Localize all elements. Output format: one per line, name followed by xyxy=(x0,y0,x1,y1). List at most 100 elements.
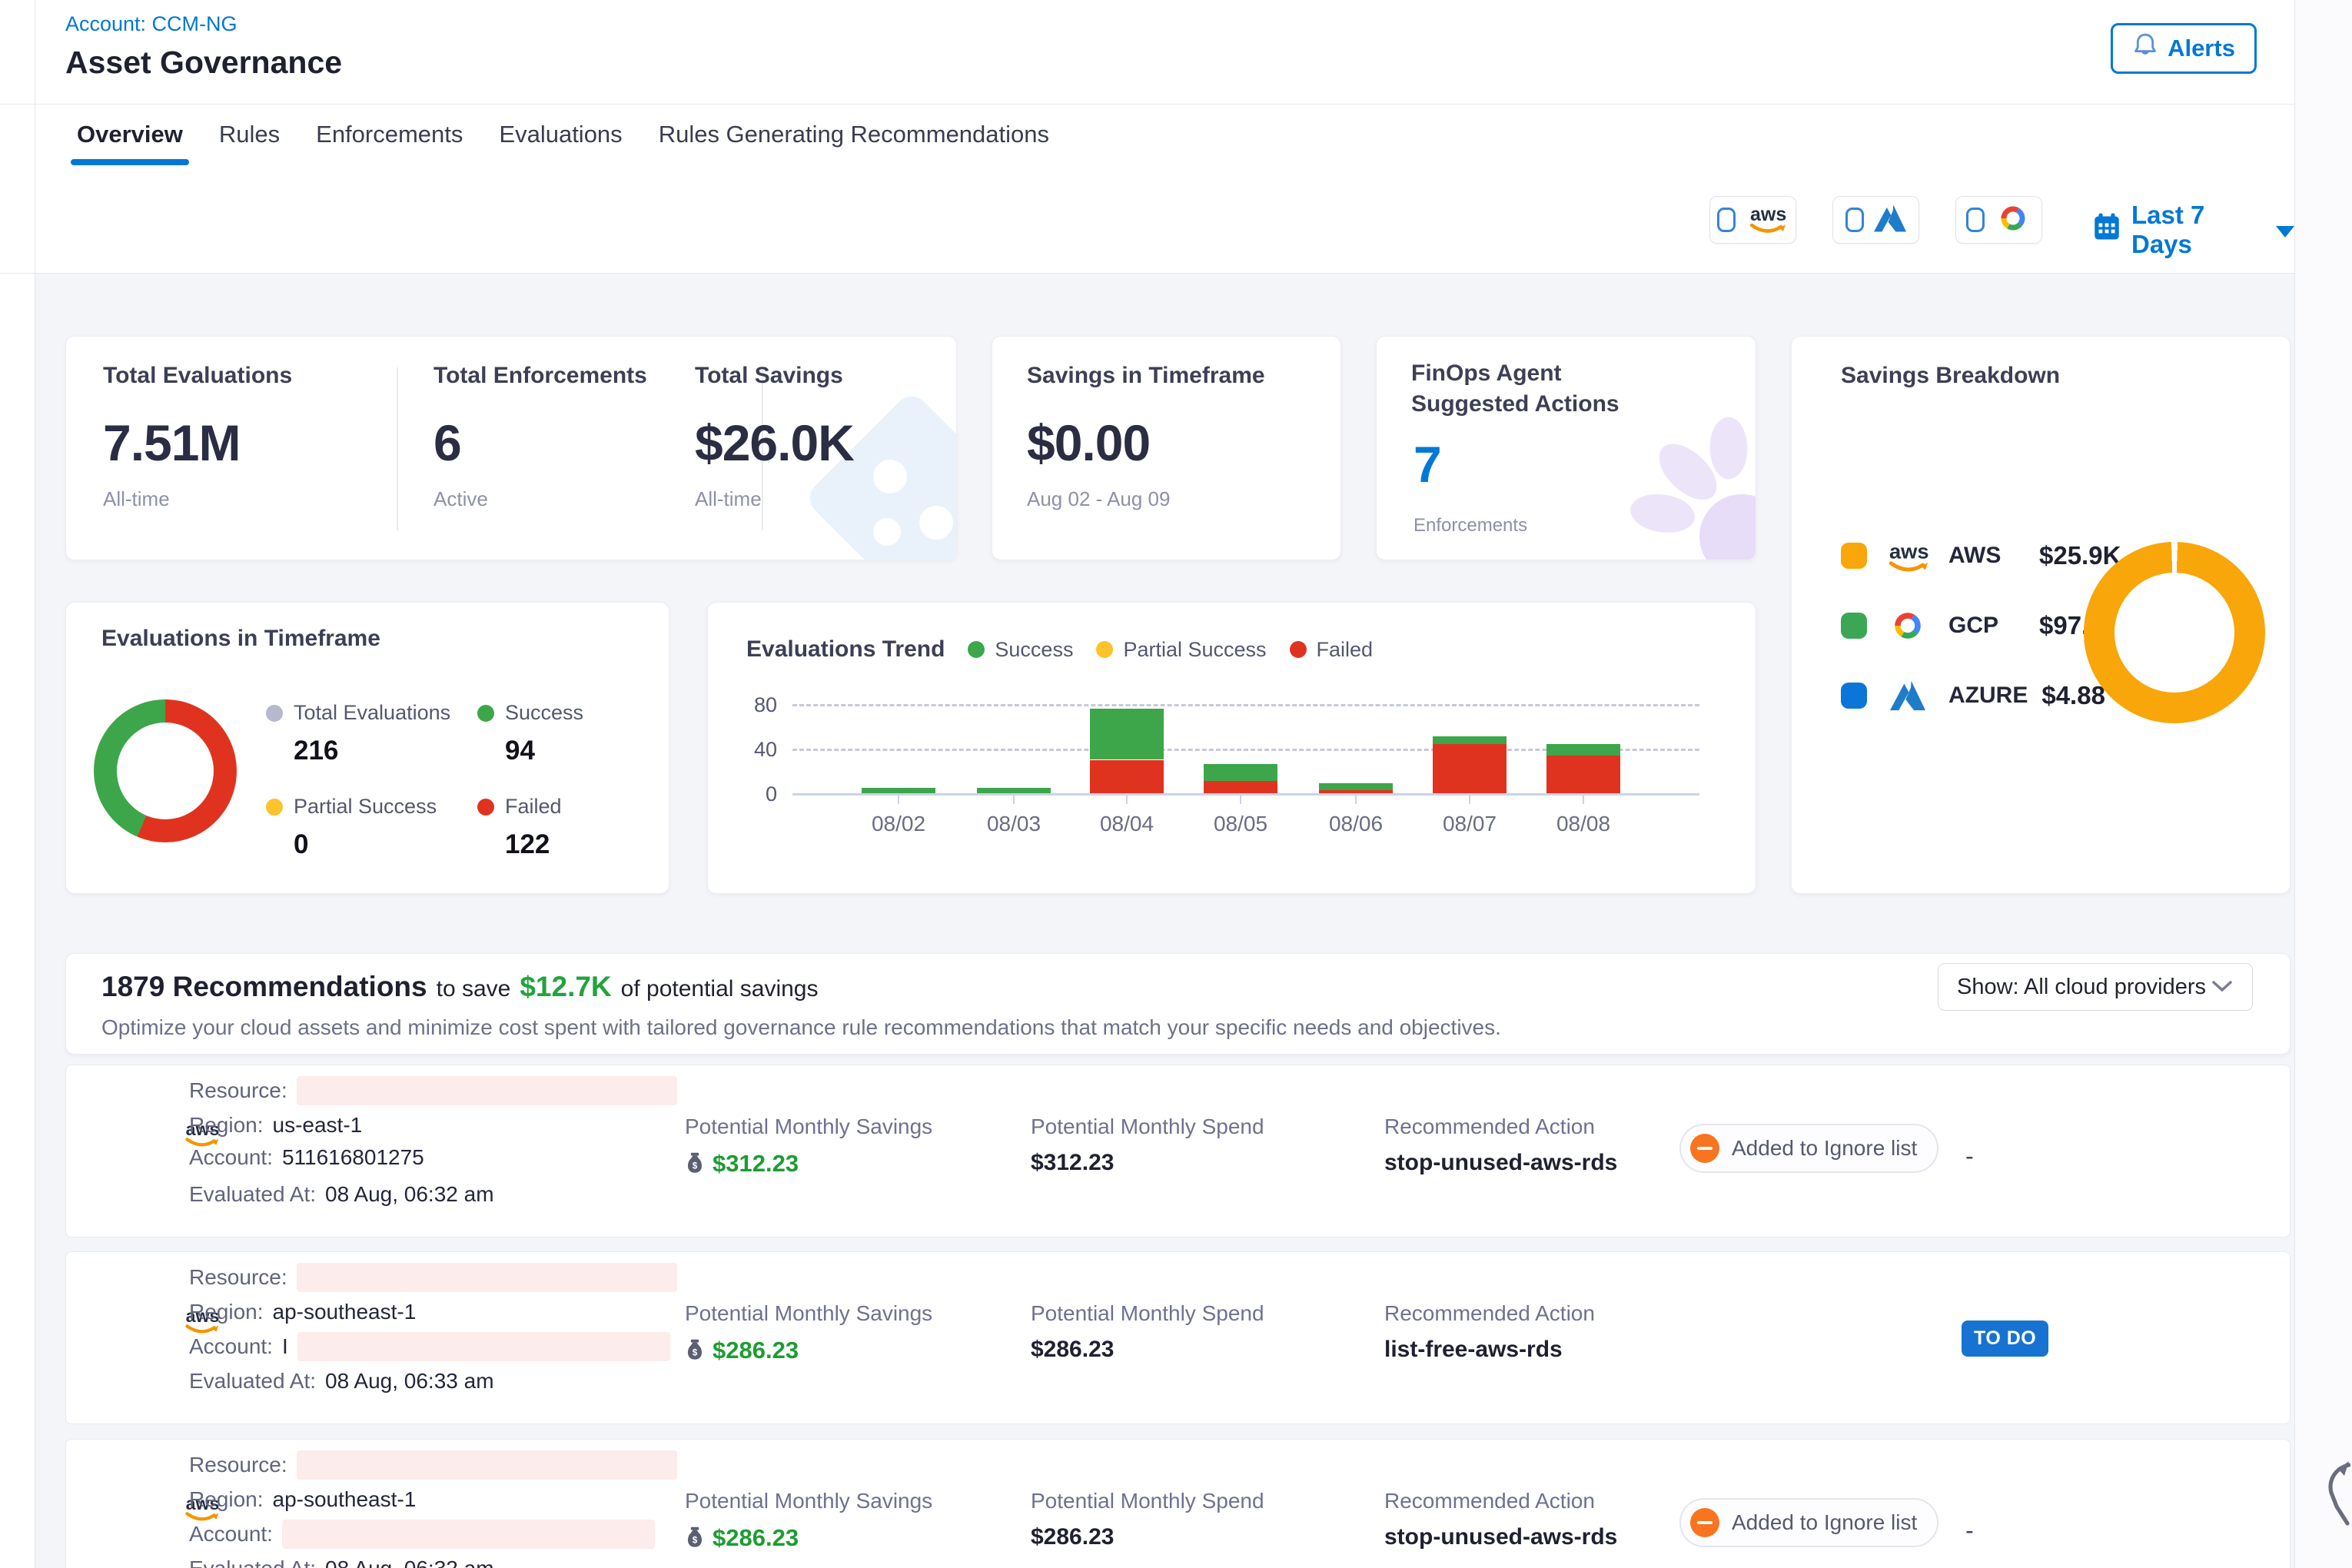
x-label-08/04: 08/04 xyxy=(1073,812,1181,836)
x-label-08/02: 08/02 xyxy=(845,812,952,836)
breakdown-legend-aws: aws AWS $25.9K xyxy=(1841,533,2121,579)
ytick-40: 40 xyxy=(731,738,777,762)
tab-rules[interactable]: Rules xyxy=(219,105,280,165)
total-evaluations-title: Total Evaluations xyxy=(103,363,292,389)
resource-field: Resource: xyxy=(189,1076,677,1105)
account-field: Account:511616801275 xyxy=(189,1145,424,1170)
potential-monthly-savings-header: Potential Monthly Savings xyxy=(685,1301,932,1326)
aws-checkbox[interactable] xyxy=(1717,208,1736,232)
date-range-picker[interactable]: Last 7 Days xyxy=(2093,201,2294,259)
potential-monthly-savings-value: $$286.23 xyxy=(685,1524,799,1552)
mouse-cursor xyxy=(2312,1459,2350,1533)
x-tick xyxy=(1126,793,1128,804)
evaluated-at-field: Evaluated At:08 Aug, 06:32 am xyxy=(189,1182,494,1207)
caret-down-icon xyxy=(2276,226,2294,238)
finops-agent-value: 7 xyxy=(1414,435,1442,493)
recommended-action-value: list-free-aws-rds xyxy=(1384,1337,1563,1363)
potential-monthly-spend-header: Potential Monthly Spend xyxy=(1031,1489,1264,1513)
x-label-08/07: 08/07 xyxy=(1416,812,1523,836)
partial-success-dot xyxy=(266,799,283,816)
success-bar-08/07 xyxy=(1433,736,1507,744)
provider-filters: aws xyxy=(1709,196,2042,244)
recommendation-row-2[interactable]: awsResource:Region:ap-southeast-1Account… xyxy=(65,1251,2291,1424)
potential-monthly-savings-value: $$286.23 xyxy=(685,1337,799,1364)
tab-evaluations[interactable]: Evaluations xyxy=(499,105,622,165)
evaluated-at-field: Evaluated At:08 Aug, 06:32 am xyxy=(189,1556,494,1568)
todo-badge[interactable]: TO DO xyxy=(1962,1321,2048,1357)
potential-monthly-savings-value: $$312.23 xyxy=(685,1150,799,1178)
provider-filter-azure[interactable] xyxy=(1832,196,1919,244)
divider xyxy=(397,367,398,530)
evaluations-in-timeframe-title: Evaluations in Timeframe xyxy=(101,626,380,652)
x-axis xyxy=(792,793,1699,796)
legend-total-evaluations: Total Evaluations 216 xyxy=(266,701,466,766)
svg-text:$: $ xyxy=(693,1536,698,1546)
evaluations-trend-card: Evaluations Trend Success Partial Succes… xyxy=(707,602,1756,894)
region-field: Region:ap-southeast-1 xyxy=(189,1300,416,1324)
provider-filter-gcp[interactable] xyxy=(1955,196,2042,244)
provider-filter-aws[interactable]: aws xyxy=(1709,196,1796,244)
savings-breakdown-card: Savings Breakdown aws AWS $25.9K GCP $97… xyxy=(1791,336,2291,894)
alerts-button[interactable]: Alerts xyxy=(2111,23,2257,74)
aws-logo-icon: aws xyxy=(1881,537,1935,574)
filter-bar: aws Last 7 Days xyxy=(0,165,2294,274)
potential-monthly-spend-value: $286.23 xyxy=(1031,1524,1114,1550)
svg-text:aws: aws xyxy=(1889,539,1929,563)
savings-in-timeframe-caption: Aug 02 - Aug 09 xyxy=(1027,487,1170,511)
gcp-logo-icon xyxy=(1881,609,1935,643)
total-evaluations-dot xyxy=(266,705,283,722)
bell-icon xyxy=(2132,32,2158,65)
added-to-ignore-list-pill[interactable]: Added to Ignore list xyxy=(1679,1124,1938,1173)
account-field: Account:I xyxy=(189,1332,670,1361)
failed-bar-08/04 xyxy=(1090,760,1164,794)
region-field: Region:ap-southeast-1 xyxy=(189,1487,416,1512)
resource-field-redacted xyxy=(297,1076,677,1105)
recommendations-heading: 1879 Recommendations to save $12.7K of p… xyxy=(101,971,819,1003)
recommendation-row-1[interactable]: awsResource:Region:us-east-1Account:5116… xyxy=(65,1065,2291,1237)
recommended-action-header: Recommended Action xyxy=(1384,1489,1595,1513)
finops-agent-title: FinOps Agent Suggested Actions xyxy=(1411,358,1673,420)
tab-overview[interactable]: Overview xyxy=(77,105,183,165)
savings-breakdown-title: Savings Breakdown xyxy=(1841,363,2060,389)
scrollbar-gutter[interactable] xyxy=(2295,0,2352,1568)
svg-text:$: $ xyxy=(693,1161,698,1171)
svg-text:aws: aws xyxy=(1750,204,1786,225)
asset-governance-dashboard: Account: CCM-NG Asset Governance Alerts … xyxy=(0,0,2352,1568)
x-tick xyxy=(1240,793,1241,804)
potential-monthly-spend-value: $312.23 xyxy=(1031,1150,1114,1176)
legend-success: Success 94 xyxy=(477,701,669,766)
account-breadcrumb[interactable]: Account: CCM-NG xyxy=(65,12,238,36)
recommendation-row-3[interactable]: awsResource:Region:ap-southeast-1Account… xyxy=(65,1439,2291,1568)
azure-checkbox[interactable] xyxy=(1845,208,1864,232)
chevron-down-icon xyxy=(2211,975,2234,1000)
show-cloud-providers-dropdown[interactable]: Show: All cloud providers xyxy=(1938,963,2253,1011)
savings-in-timeframe-card: Savings in Timeframe $0.00 Aug 02 - Aug … xyxy=(992,336,1341,560)
evaluations-donut-chart xyxy=(94,699,237,842)
account-field-redacted xyxy=(297,1332,670,1361)
aws-label: AWS xyxy=(1948,543,2025,569)
savings-breakdown-donut-chart xyxy=(2084,542,2265,723)
resource-field: Resource: xyxy=(189,1263,677,1292)
gcp-logo-icon xyxy=(1995,203,2031,238)
gcp-checkbox[interactable] xyxy=(1966,208,1985,232)
x-tick xyxy=(1583,793,1584,804)
breakdown-legend-azure: AZURE $4.88 xyxy=(1841,673,2105,719)
potential-savings-amount: $12.7K xyxy=(520,971,611,1003)
recommended-action-value: stop-unused-aws-rds xyxy=(1384,1150,1617,1176)
azure-amount: $4.88 xyxy=(2041,681,2105,710)
failed-bar-08/07 xyxy=(1433,744,1507,793)
added-to-ignore-list-pill[interactable]: Added to Ignore list xyxy=(1679,1498,1938,1547)
legend-failed: Failed 122 xyxy=(477,795,669,860)
tab-rules-generating-recommendations[interactable]: Rules Generating Recommendations xyxy=(659,105,1049,165)
success-bar-08/04 xyxy=(1090,709,1164,760)
gcp-label: GCP xyxy=(1948,613,2025,639)
finops-agent-card: FinOps Agent Suggested Actions 7 Enforce… xyxy=(1376,336,1756,560)
azure-logo-icon xyxy=(1874,204,1906,237)
summary-stats-card: Total Evaluations 7.51M All-time Total E… xyxy=(65,336,957,560)
x-label-08/06: 08/06 xyxy=(1302,812,1410,836)
ytick-80: 80 xyxy=(731,693,777,717)
tab-enforcements[interactable]: Enforcements xyxy=(316,105,463,165)
potential-monthly-savings-header: Potential Monthly Savings xyxy=(685,1489,932,1513)
recommendations-subtitle: Optimize your cloud assets and minimize … xyxy=(101,1015,1501,1040)
tabs: Overview Rules Enforcements Evaluations … xyxy=(0,104,2294,165)
